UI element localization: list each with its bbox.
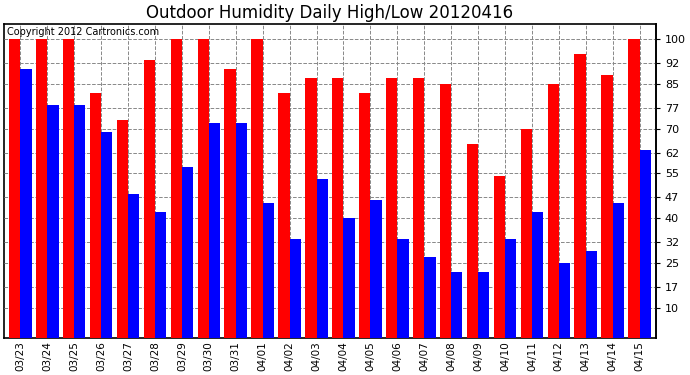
Bar xyxy=(20,69,32,338)
Bar xyxy=(170,39,182,338)
Bar xyxy=(278,93,290,338)
Bar xyxy=(344,218,355,338)
Bar xyxy=(90,93,101,338)
Bar xyxy=(209,123,220,338)
Bar xyxy=(629,39,640,338)
Bar xyxy=(532,212,543,338)
Bar xyxy=(290,239,301,338)
Bar xyxy=(117,120,128,338)
Bar xyxy=(602,75,613,338)
Bar xyxy=(9,39,20,338)
Bar xyxy=(371,200,382,338)
Text: Copyright 2012 Cartronics.com: Copyright 2012 Cartronics.com xyxy=(8,27,159,37)
Bar xyxy=(413,78,424,338)
Bar xyxy=(466,144,478,338)
Bar xyxy=(251,39,263,338)
Bar xyxy=(317,180,328,338)
Bar xyxy=(128,194,139,338)
Bar xyxy=(424,257,435,338)
Bar xyxy=(640,150,651,338)
Bar xyxy=(613,203,624,338)
Bar xyxy=(63,39,75,338)
Bar xyxy=(478,272,489,338)
Bar xyxy=(101,132,112,338)
Title: Outdoor Humidity Daily High/Low 20120416: Outdoor Humidity Daily High/Low 20120416 xyxy=(146,4,513,22)
Bar xyxy=(505,239,516,338)
Bar xyxy=(521,129,532,338)
Bar xyxy=(548,84,559,338)
Bar xyxy=(47,105,59,338)
Bar xyxy=(386,78,397,338)
Bar xyxy=(397,239,408,338)
Bar xyxy=(359,93,371,338)
Bar xyxy=(305,78,317,338)
Bar xyxy=(224,69,236,338)
Bar xyxy=(575,54,586,338)
Bar xyxy=(440,84,451,338)
Bar xyxy=(559,263,570,338)
Bar xyxy=(155,212,166,338)
Bar xyxy=(263,203,274,338)
Bar xyxy=(451,272,462,338)
Bar xyxy=(332,78,344,338)
Bar xyxy=(236,123,247,338)
Bar xyxy=(197,39,209,338)
Bar xyxy=(144,60,155,338)
Bar xyxy=(36,39,47,338)
Bar xyxy=(182,168,193,338)
Bar xyxy=(586,251,597,338)
Bar xyxy=(494,177,505,338)
Bar xyxy=(75,105,86,338)
